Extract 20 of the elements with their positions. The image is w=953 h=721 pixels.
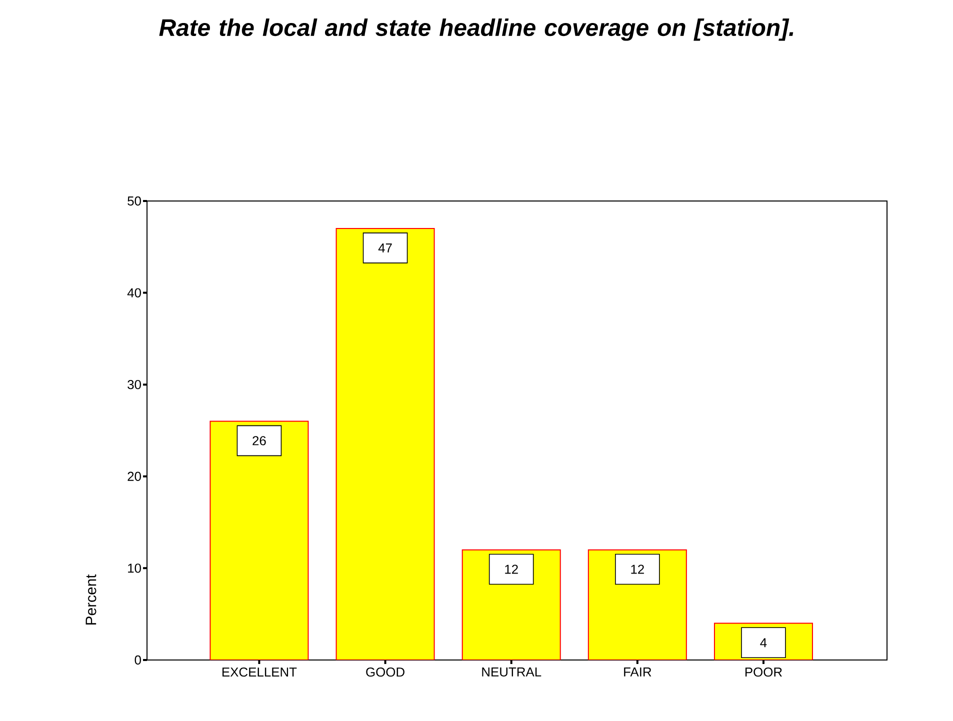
y-tick-label: 10 <box>128 564 141 573</box>
bar <box>210 421 308 660</box>
data-label: 26 <box>252 436 266 446</box>
y-tick-label: 50 <box>128 196 141 206</box>
data-label: 47 <box>378 243 392 252</box>
y-tick-label: 40 <box>127 288 141 298</box>
x-tick-label: POOR <box>745 668 782 677</box>
y-tick-label: 0 <box>134 655 141 665</box>
x-tick-label: EXCELLENT <box>222 668 297 677</box>
y-axis-title: Percent <box>86 574 96 625</box>
bar <box>336 228 434 660</box>
y-tick-label: 20 <box>128 472 141 481</box>
y-tick-label: 30 <box>128 380 141 390</box>
x-tick-label: GOOD <box>366 668 404 677</box>
data-label: 12 <box>505 564 518 574</box>
data-label: 12 <box>631 564 644 574</box>
x-tick-label: NEUTRAL <box>482 668 542 677</box>
chart-title: Rate the local and state headline coverage on [station]. <box>159 18 794 41</box>
x-tick-label: FAIR <box>624 668 652 676</box>
data-label: 4 <box>760 638 767 648</box>
